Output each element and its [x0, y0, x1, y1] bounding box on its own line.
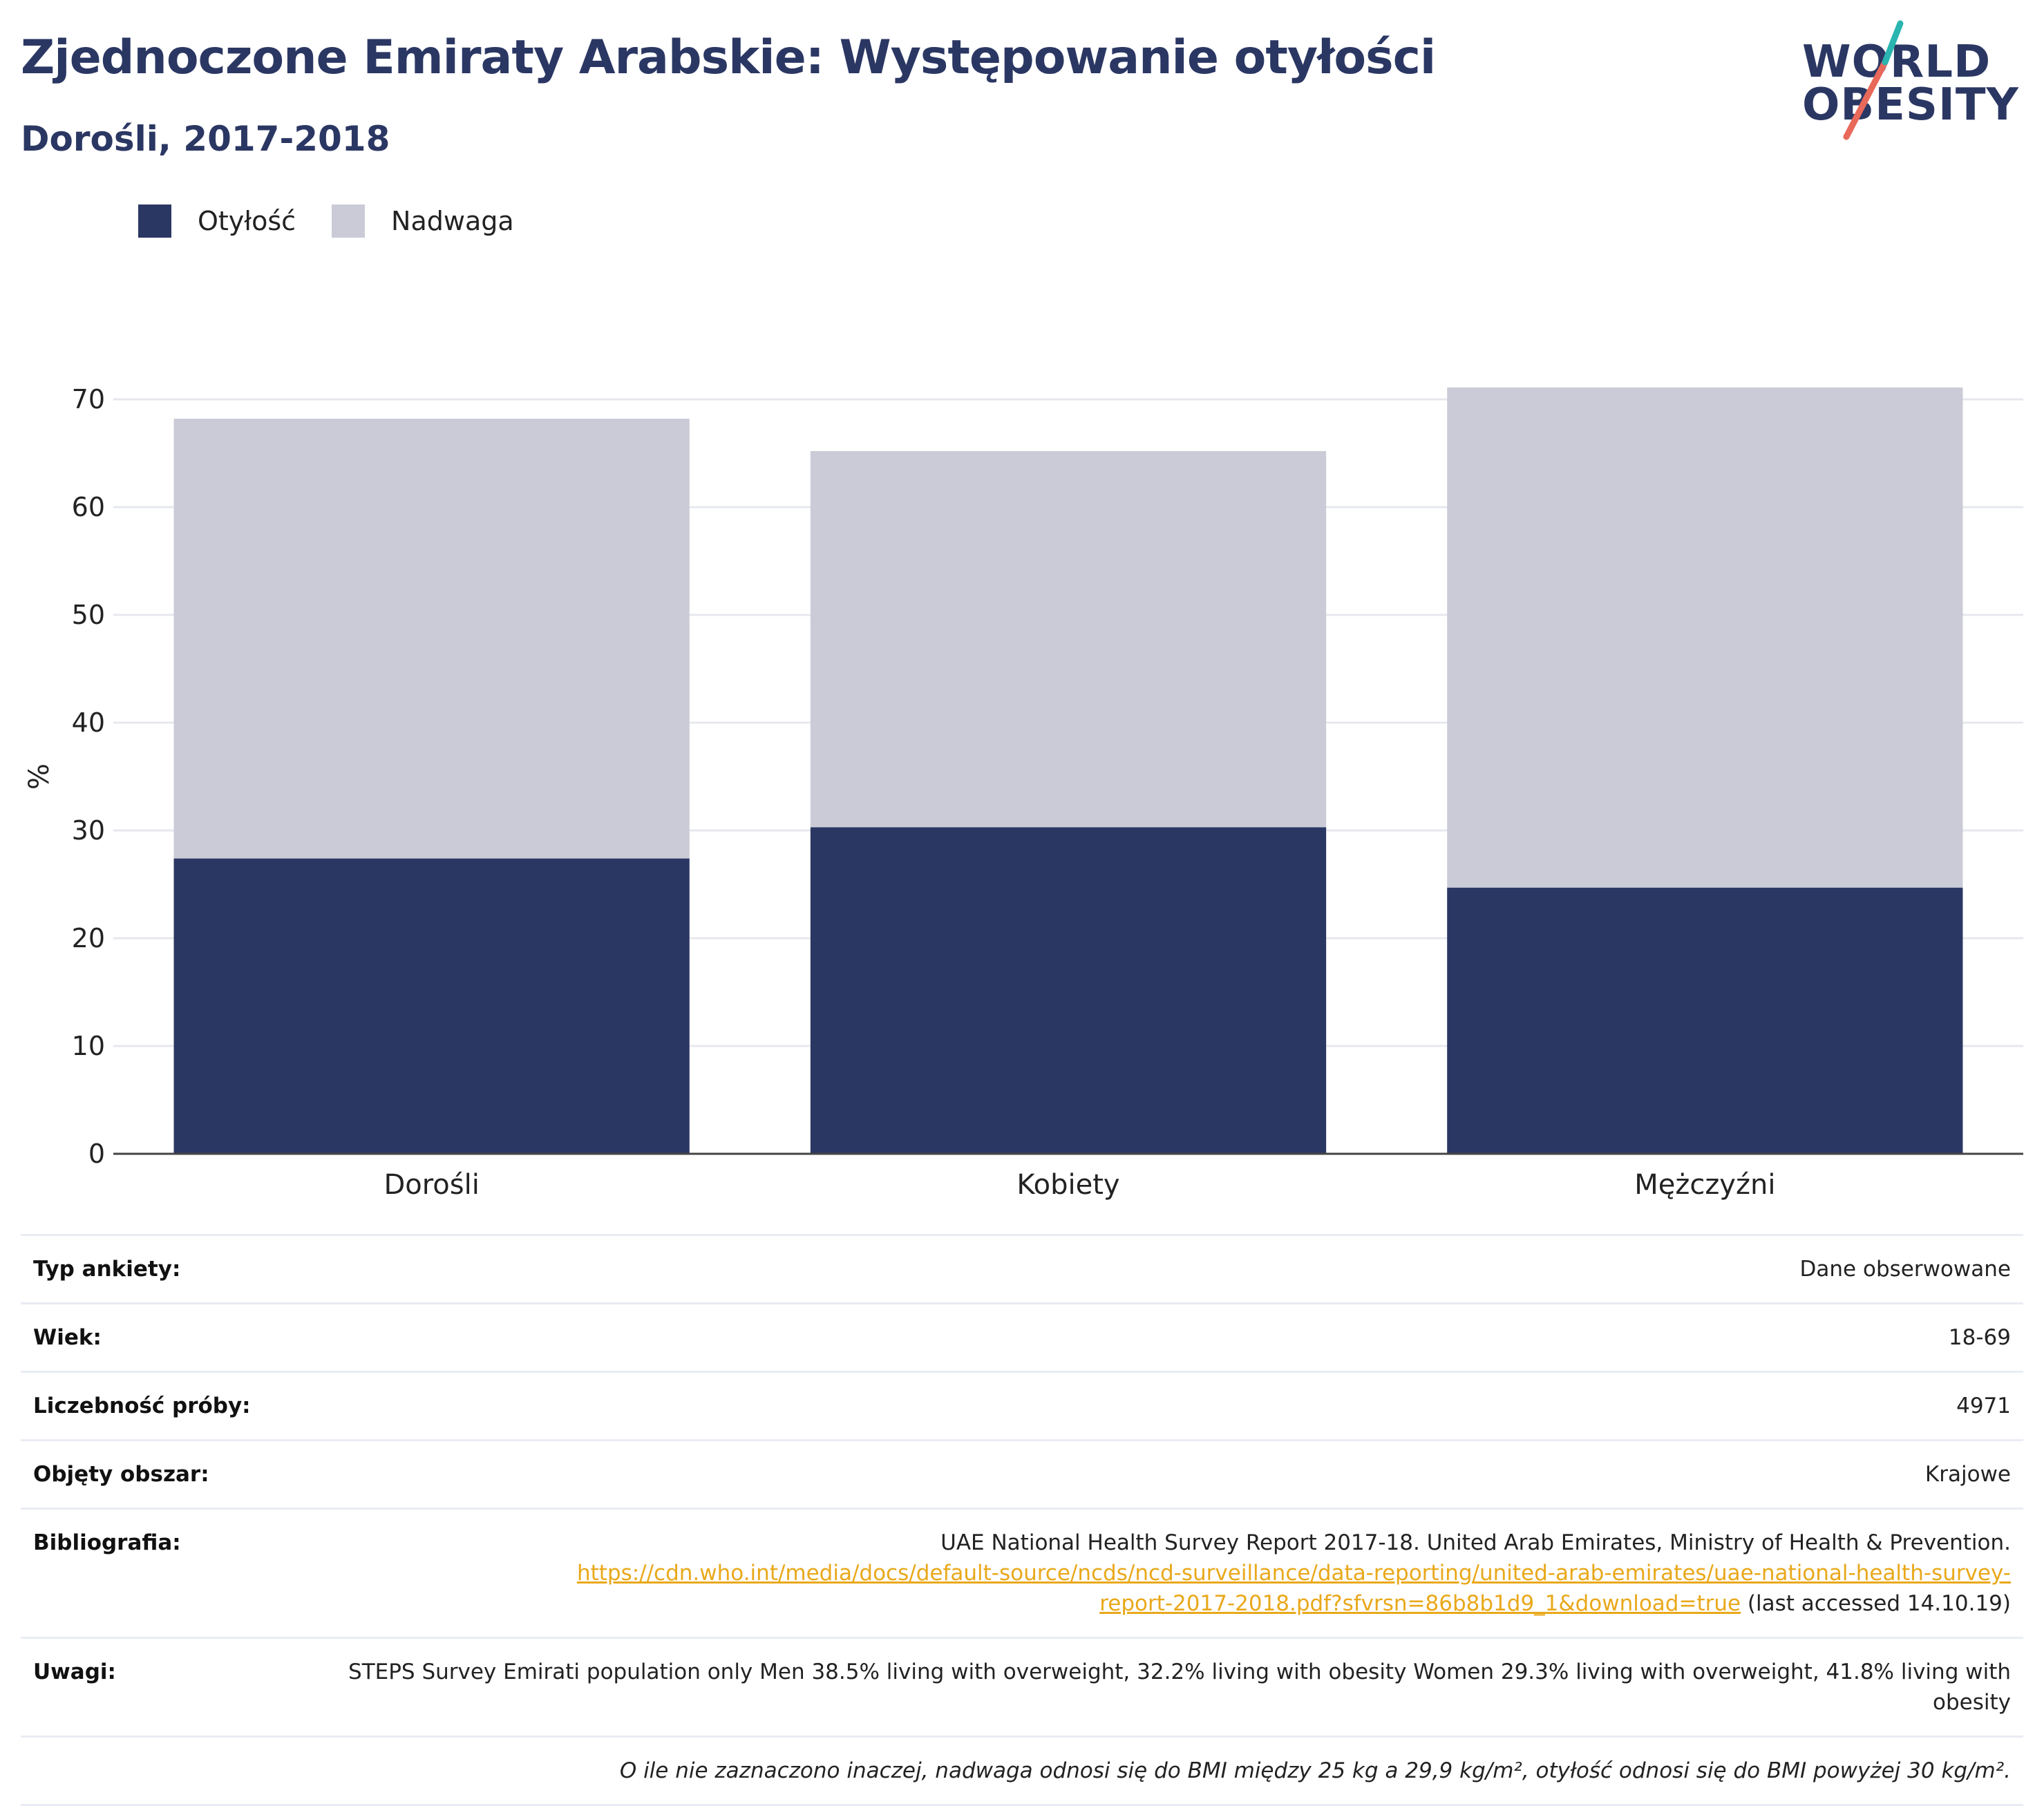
- meta-label: Typ ankiety:: [33, 1257, 181, 1282]
- legend-item-obesity[interactable]: Otyłość: [138, 205, 296, 238]
- bmi-footnote: O ile nie zaznaczono inaczej, nadwaga od…: [619, 1758, 2011, 1783]
- meta-value: Krajowe: [1924, 1462, 2011, 1487]
- meta-row-age: Wiek: 18-69: [21, 1302, 2023, 1371]
- bar-obesity: [173, 858, 690, 1154]
- meta-row-footnote: O ile nie zaznaczono inaczej, nadwaga od…: [21, 1736, 2023, 1806]
- logo-slash-icon: [1843, 20, 1904, 140]
- bibliography-link-cont[interactable]: report-2017-2018.pdf?sfvrsn=86b8b1d9_1&d…: [1099, 1591, 1741, 1616]
- y-tick-label: 20: [72, 923, 105, 953]
- bar-obesity: [810, 827, 1327, 1154]
- bibliography-link[interactable]: https://cdn.who.int/media/docs/default-s…: [576, 1561, 2011, 1586]
- legend-label-overweight: Nadwaga: [391, 206, 514, 236]
- legend-swatch-obesity: [138, 205, 171, 238]
- y-tick-label: 10: [72, 1031, 105, 1061]
- legend-swatch-overweight: [332, 205, 366, 238]
- bar-overweight: [173, 419, 690, 859]
- chart-subtitle: Dorośli, 2017-2018: [21, 119, 390, 159]
- chart-legend: Otyłość Nadwaga: [138, 205, 550, 238]
- meta-row-survey-type: Typ ankiety: Dane obserwowane: [21, 1234, 2023, 1302]
- bibliography-accessed: (last accessed 14.10.19): [1741, 1591, 2011, 1616]
- legend-label-obesity: Otyłość: [198, 206, 296, 236]
- world-obesity-logo: WORLD OBESITY: [1797, 19, 2032, 151]
- meta-row-sample-size: Liczebność próby: 4971: [21, 1371, 2023, 1439]
- x-tick-label: Kobiety: [1016, 1169, 1119, 1201]
- y-tick-label: 60: [72, 492, 105, 522]
- meta-label: Wiek:: [33, 1325, 102, 1350]
- meta-row-area: Objęty obszar: Krajowe: [21, 1439, 2023, 1508]
- meta-label: Liczebność próby:: [33, 1394, 251, 1418]
- logo-word-obesity: OBESITY: [1802, 79, 2019, 131]
- meta-label: Bibliografia:: [33, 1530, 181, 1555]
- stacked-bar-chart: 0 10 20 30 40 50 60 70% Dorośli Kobiety Mężczyźni: [23, 384, 2023, 1201]
- logo-word-world: WORLD: [1802, 37, 1991, 88]
- y-tick-label: 40: [72, 707, 105, 738]
- meta-value: STEPS Survey Emirati population only Men…: [348, 1660, 2011, 1715]
- meta-value: 18-69: [1948, 1325, 2011, 1350]
- meta-row-bibliography: Bibliografia: UAE National Health Survey…: [21, 1508, 2023, 1637]
- x-tick-label: Mężczyźni: [1634, 1169, 1775, 1201]
- meta-label: Objęty obszar:: [33, 1462, 209, 1487]
- chart-title: Zjednoczone Emiraty Arabskie: Występowan…: [21, 30, 1436, 85]
- x-tick-label: Dorośli: [384, 1169, 479, 1201]
- meta-row-notes: Uwagi: STEPS Survey Emirati population o…: [21, 1637, 2023, 1736]
- meta-value: Dane obserwowane: [1799, 1257, 2011, 1282]
- meta-value: 4971: [1956, 1394, 2011, 1418]
- y-tick-label: 0: [88, 1139, 105, 1169]
- legend-item-overweight[interactable]: Nadwaga: [332, 205, 514, 238]
- y-tick-label: 70: [72, 384, 105, 415]
- bar-overweight: [1447, 387, 1963, 888]
- bibliography-value: UAE National Health Survey Report 2017-1…: [577, 1528, 2011, 1619]
- bar-overweight: [810, 450, 1327, 828]
- bar-obesity: [1447, 887, 1963, 1154]
- y-tick-label: 30: [72, 815, 105, 846]
- survey-details-table: Typ ankiety: Dane obserwowane Wiek: 18-6…: [21, 1234, 2023, 1806]
- meta-label: Uwagi:: [33, 1660, 116, 1684]
- y-tick-label: 50: [72, 600, 105, 630]
- y-axis-label: %: [23, 763, 55, 790]
- bibliography-text: UAE National Health Survey Report 2017-1…: [940, 1530, 2011, 1555]
